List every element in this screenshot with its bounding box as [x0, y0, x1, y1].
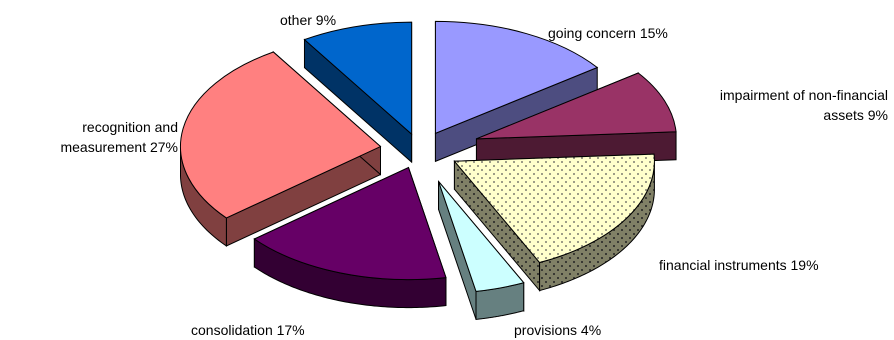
slice-label-5: recognition and measurement 27% [60, 119, 178, 155]
slice-label-line: going concern 15% [548, 25, 668, 41]
slice-label-line: provisions 4% [514, 322, 601, 338]
slice-label-line: recognition and [82, 119, 178, 135]
slice-label-line: financial instruments 19% [659, 257, 819, 273]
slice-labels: going concern 15% impairment of non-finan… [60, 12, 888, 338]
slice-label-2: financial instruments 19% [659, 257, 819, 273]
pie-slice-5 [180, 50, 382, 247]
slice-label-3: provisions 4% [514, 322, 601, 338]
slice-label-line: other 9% [280, 12, 336, 28]
slice-label-line: consolidation 17% [191, 322, 305, 338]
slice-label-6: other 9% [280, 12, 336, 28]
pie-slice-1 [475, 72, 677, 168]
pie-slice-0 [434, 20, 599, 163]
slice-label-1: impairment of non-financial assets 9% [720, 87, 888, 123]
slice-label-line: assets 9% [823, 107, 888, 123]
pie-slice-2 [453, 153, 655, 292]
pie-slice-3 [438, 180, 525, 320]
slice-label-0: going concern 15% [548, 25, 668, 41]
pie-slice-4 [253, 166, 447, 309]
slice-label-line: impairment of non-financial [720, 87, 888, 103]
pie-slice-6 [303, 21, 413, 164]
slice-label-line: measurement 27% [60, 139, 178, 155]
slice-label-4: consolidation 17% [191, 322, 305, 338]
pie-slices [180, 20, 677, 320]
